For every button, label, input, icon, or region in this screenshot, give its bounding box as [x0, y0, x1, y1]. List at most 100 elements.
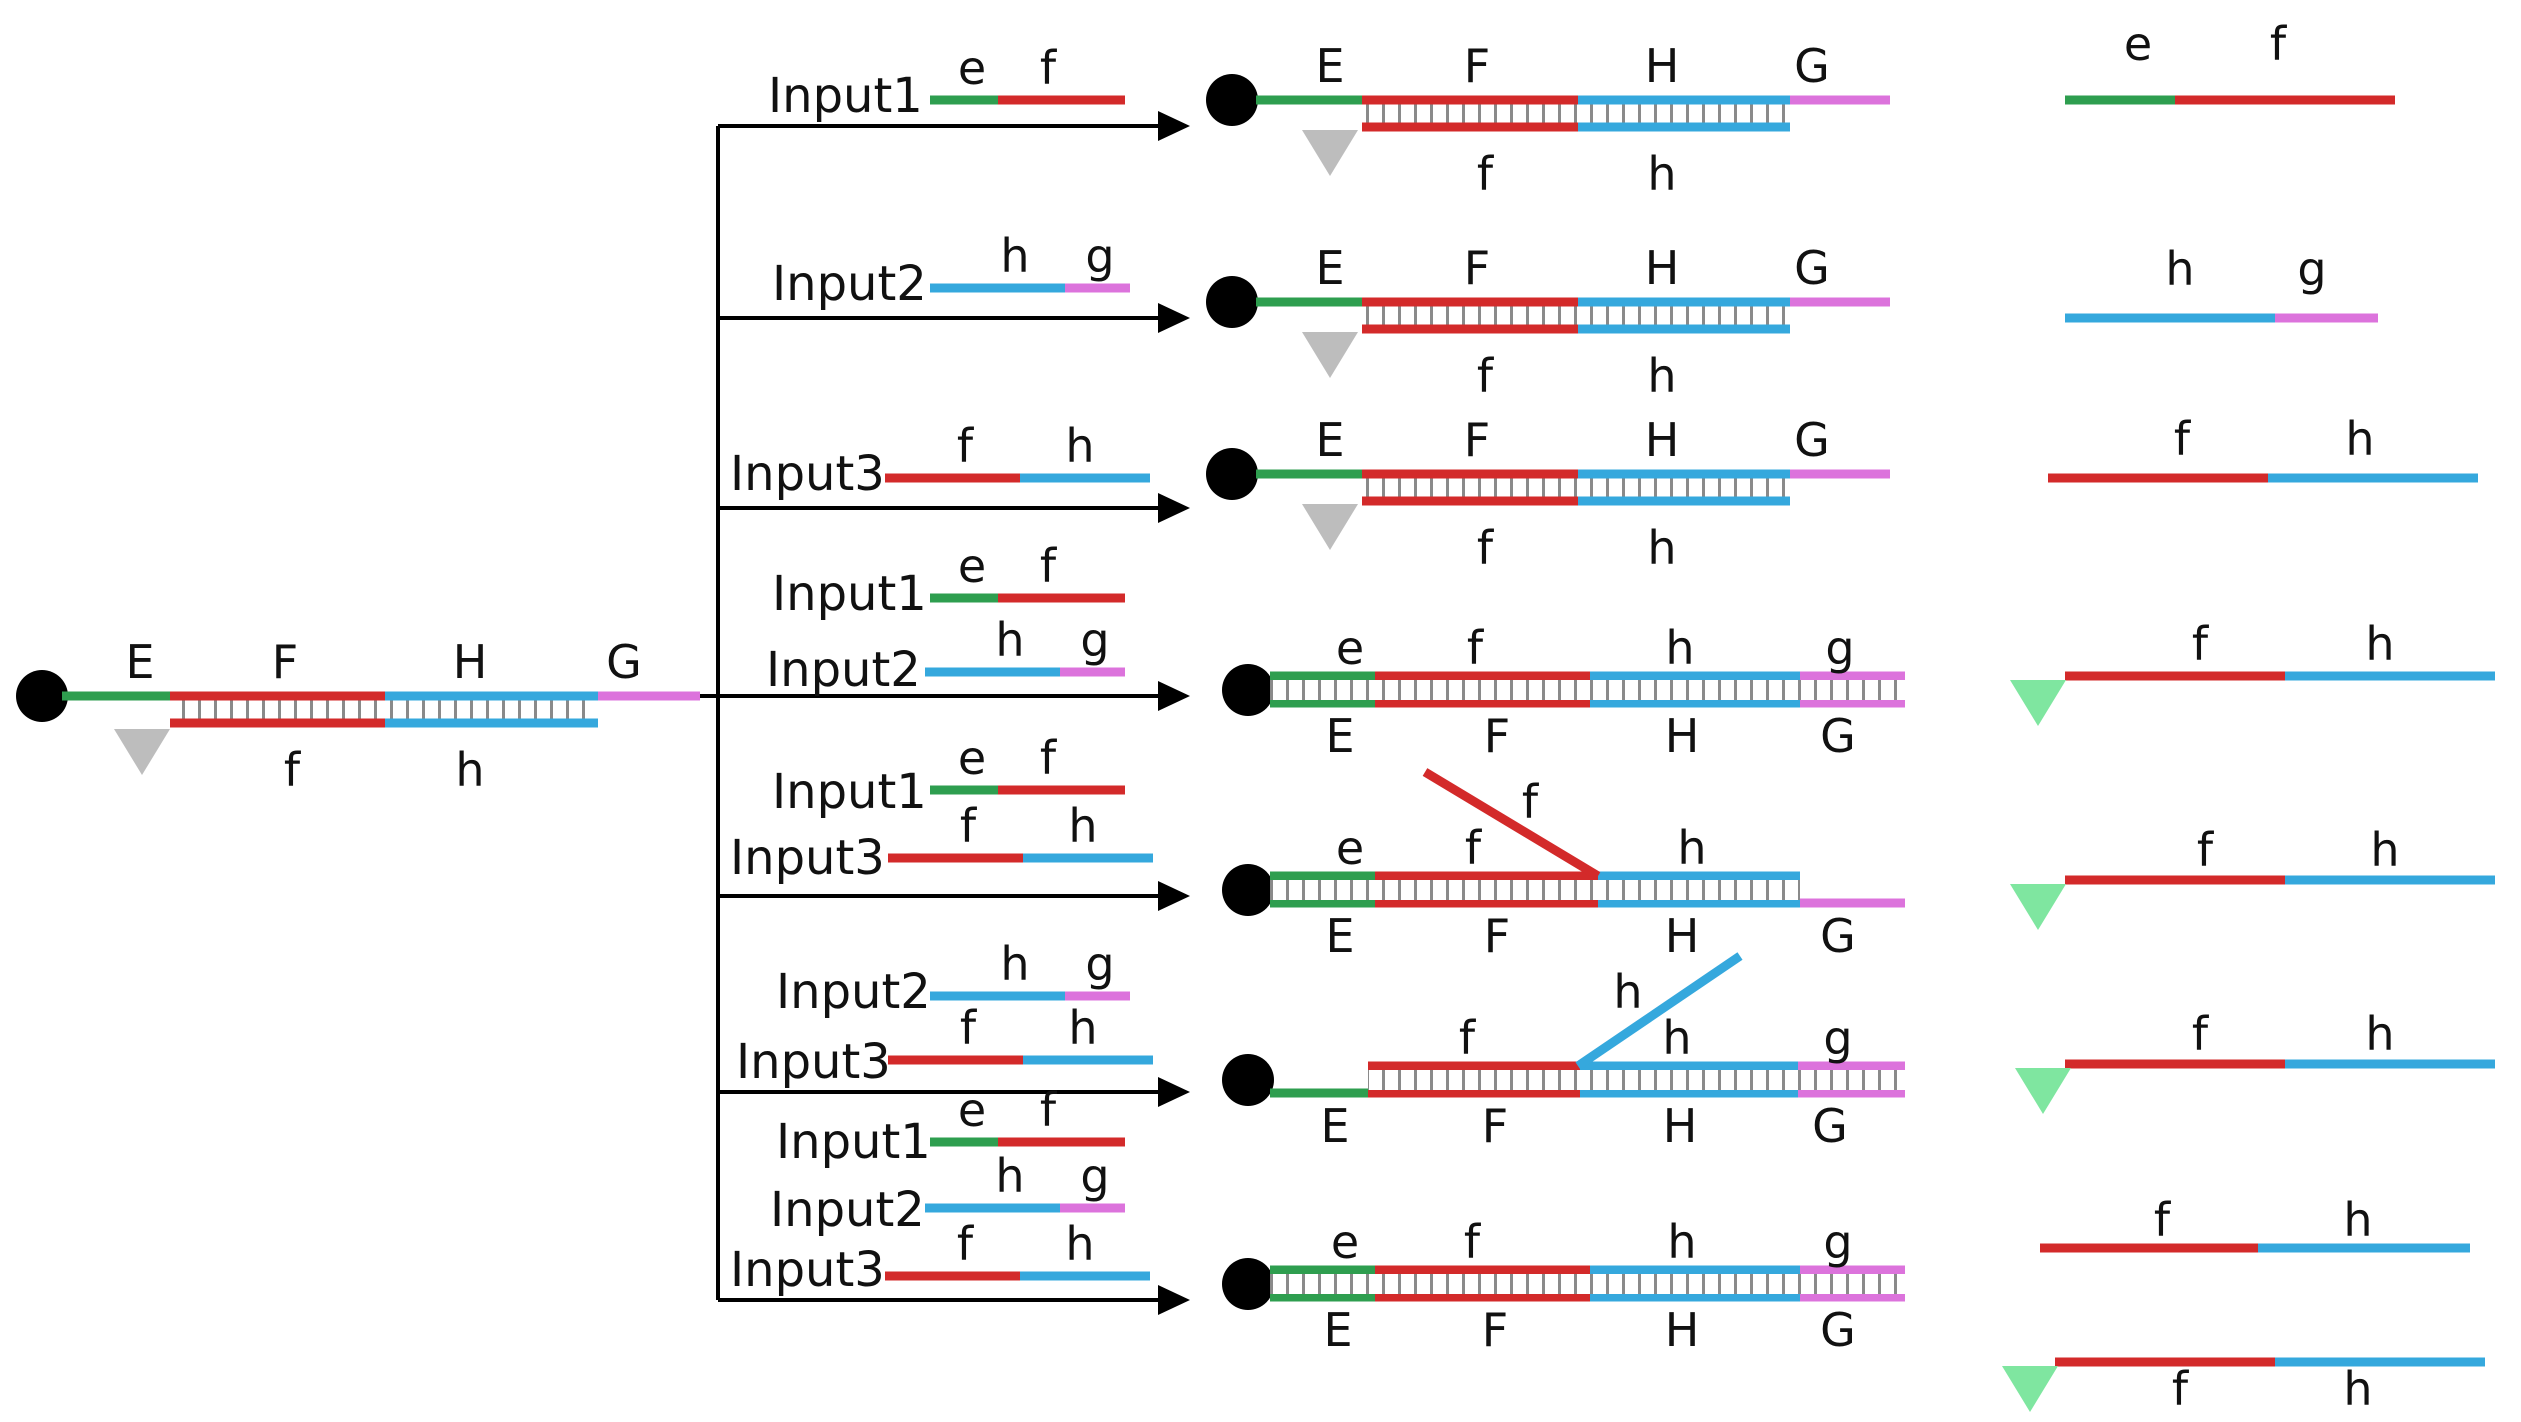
result-domain-H-rungs: [1578, 306, 1790, 326]
result-label-F: F: [1484, 709, 1510, 763]
input-label-input1: Input1: [768, 68, 923, 124]
result-rungs: [1368, 1070, 1905, 1090]
result-label-E: E: [1325, 709, 1354, 763]
input-label-domain-f: f: [1040, 731, 1058, 785]
result-domain-F-rungs: [1362, 306, 1578, 326]
released-label-h: h: [2343, 1193, 2372, 1247]
input-label-domain-e: e: [958, 41, 986, 95]
fluorophore-off-triangle-icon: [1302, 332, 1358, 378]
gate-label-E: E: [125, 635, 154, 689]
result-label-H: H: [1663, 1099, 1698, 1153]
input-label-domain-f: f: [960, 1001, 978, 1055]
result-label-F: F: [1484, 909, 1510, 963]
gate-domain-H-rungs: [385, 700, 598, 720]
arrowhead-right-icon: [1158, 111, 1190, 141]
quencher-circle-icon: [1222, 864, 1274, 916]
arrowhead-right-icon: [1158, 681, 1190, 711]
input-label-domain-g: g: [1085, 937, 1114, 991]
result-label-E: E: [1323, 1303, 1352, 1357]
released-label-f: f: [2192, 617, 2210, 671]
result-label-G: G: [1794, 39, 1830, 93]
result-label-G: G: [1820, 1303, 1856, 1357]
displaced-strand-f: [1422, 768, 1601, 880]
quencher-circle-icon: [16, 670, 68, 722]
input-label-domain-e: e: [958, 1083, 986, 1137]
input-label-domain-f: f: [1040, 41, 1058, 95]
result-label-F: F: [1482, 1303, 1508, 1357]
gate-label-f: f: [284, 743, 302, 797]
input-label-input2: Input2: [772, 256, 927, 312]
released-label-g: g: [2297, 242, 2326, 296]
input-label-domain-e: e: [958, 539, 986, 593]
result-label-h: h: [1647, 349, 1676, 403]
input-label-input1: Input1: [772, 764, 927, 820]
result-label-f: f: [1467, 621, 1485, 675]
gate-label-F: F: [272, 635, 298, 689]
input-label-domain-h: h: [995, 613, 1024, 667]
quencher-circle-icon: [1222, 664, 1274, 716]
released-label-h: h: [2365, 1007, 2394, 1061]
result-label-f: f: [1522, 775, 1540, 829]
result-label-F: F: [1482, 1099, 1508, 1153]
result-label-h: h: [1667, 1215, 1696, 1269]
quencher-circle-icon: [1206, 74, 1258, 126]
result-label-E: E: [1315, 241, 1344, 295]
input-label-domain-h: h: [995, 1149, 1024, 1203]
released-label-f: f: [2174, 412, 2192, 466]
result-label-H: H: [1665, 909, 1700, 963]
gate-label-H: H: [453, 635, 488, 689]
input-label-input1: Input1: [772, 566, 927, 622]
fluorophore-on-triangle-icon: [2010, 680, 2066, 726]
released-label-h: h: [2345, 412, 2374, 466]
result-label-G: G: [1812, 1099, 1848, 1153]
input-label-input2: Input2: [766, 642, 921, 698]
input-label-domain-g: g: [1085, 229, 1114, 283]
quencher-circle-icon: [1222, 1258, 1274, 1310]
input-label-domain-g: g: [1080, 613, 1109, 667]
result-label-h: h: [1647, 147, 1676, 201]
released-label-f: f: [2197, 823, 2215, 877]
input-label-domain-f: f: [960, 799, 978, 853]
result-domain-H-rungs: [1578, 478, 1790, 498]
result-domain-F-rungs: [1362, 104, 1578, 124]
input-label-input2: Input2: [770, 1182, 925, 1238]
fluorophore-off-triangle-icon: [1302, 130, 1358, 176]
quencher-circle-icon: [1206, 448, 1258, 500]
result-label-g: g: [1825, 621, 1854, 675]
result-label-G: G: [1794, 413, 1830, 467]
arrowhead-right-icon: [1158, 1077, 1190, 1107]
fluorophore-on-triangle-icon: [2002, 1366, 2058, 1412]
input-label-domain-e: e: [958, 731, 986, 785]
result-label-E: E: [1315, 39, 1344, 93]
result-domain-H-rungs: [1578, 104, 1790, 124]
gate-label-h: h: [455, 743, 484, 797]
result-label-g: g: [1823, 1215, 1852, 1269]
result-label-f: f: [1477, 147, 1495, 201]
input-label-input1: Input1: [776, 1114, 931, 1170]
input-label-domain-h: h: [1000, 229, 1029, 283]
result-label-H: H: [1665, 1303, 1700, 1357]
input-label-input3: Input3: [730, 446, 885, 502]
fluorophore-off-triangle-icon: [1302, 504, 1358, 550]
released-label-e: e: [2124, 17, 2152, 71]
result-label-f: f: [1459, 1011, 1477, 1065]
result-label-G: G: [1820, 909, 1856, 963]
result-label-h: h: [1613, 965, 1642, 1019]
released-label-f: f: [2270, 17, 2288, 71]
result-label-H: H: [1645, 39, 1680, 93]
input-label-input3: Input3: [736, 1034, 891, 1090]
result-label-E: E: [1315, 413, 1344, 467]
released-label-h: h: [2343, 1362, 2372, 1416]
input-label-domain-h: h: [1065, 1217, 1094, 1271]
result-label-H: H: [1665, 709, 1700, 763]
released-label-f: f: [2154, 1193, 2172, 1247]
input-label-input3: Input3: [730, 830, 885, 886]
input-label-input2: Input2: [776, 964, 931, 1020]
result-label-E: E: [1320, 1099, 1349, 1153]
released-label-h: h: [2370, 823, 2399, 877]
gate-domain-F-rungs: [170, 700, 385, 720]
input-label-domain-f: f: [1040, 539, 1058, 593]
result-label-h: h: [1647, 521, 1676, 575]
fluorophore-on-triangle-icon: [2015, 1068, 2071, 1114]
